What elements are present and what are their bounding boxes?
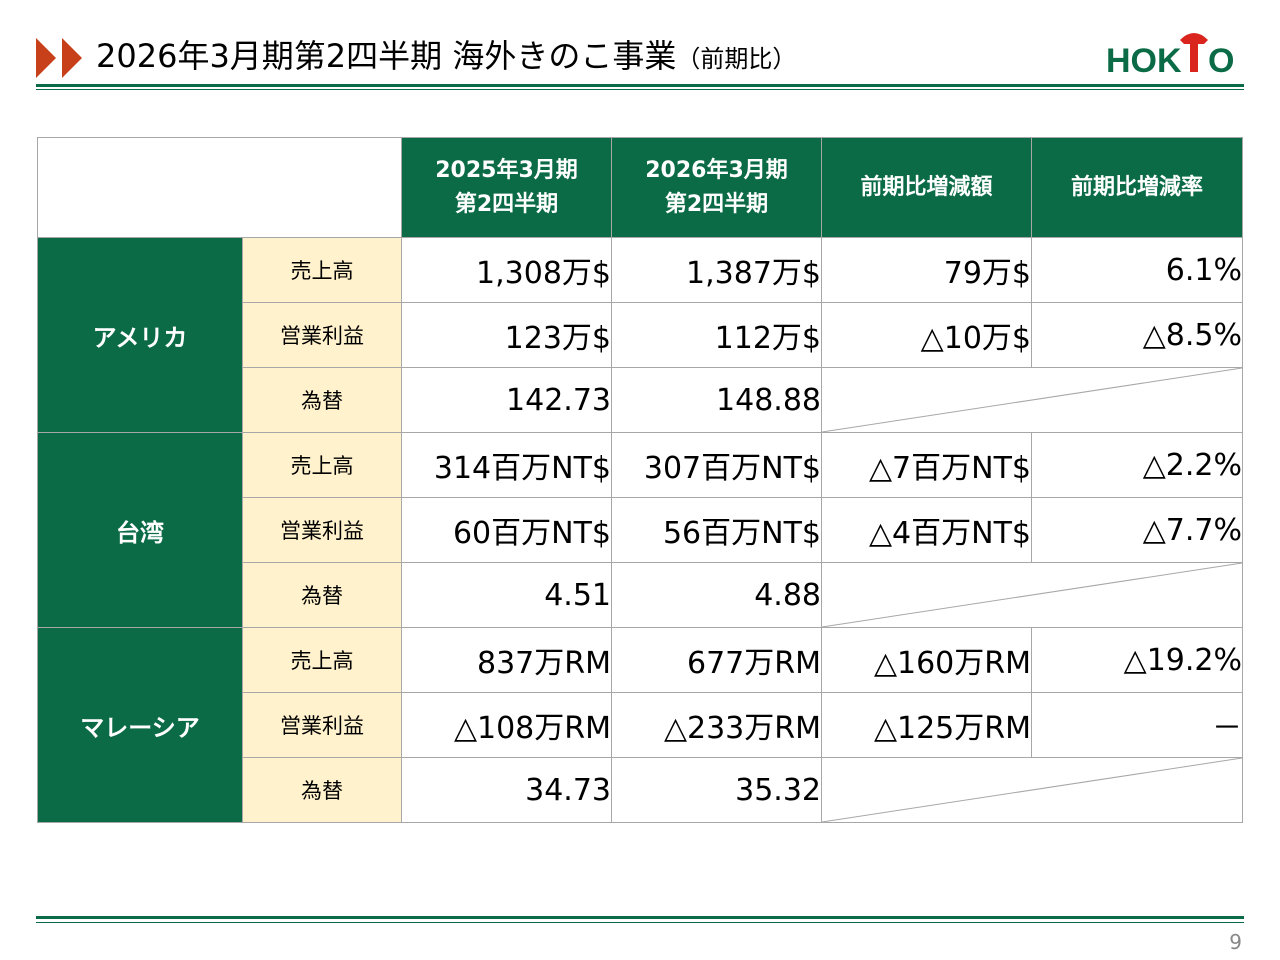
empty-diagonal-cell: [821, 757, 1243, 823]
value-curr: 4.88: [611, 562, 822, 628]
row-label: 売上高: [242, 237, 402, 303]
value-rate: －: [1031, 692, 1243, 758]
row-label: 為替: [242, 367, 402, 433]
table-row: 営業利益 △108万RM △233万RM △125万RM －: [38, 692, 1243, 758]
column-header-rate: 前期比増減率: [1031, 137, 1243, 238]
table-row: 為替 34.73 35.32: [38, 757, 1243, 823]
table-row: 為替 4.51 4.88: [38, 562, 1243, 628]
value-diff: △7百万NT$: [821, 432, 1032, 498]
table-row: アメリカ 売上高 1,308万$ 1,387万$ 79万$ 6.1%: [37, 237, 1243, 433]
table-row: マレーシア 売上高 837万RM 677万RM △160万RM △19.2%: [37, 627, 1243, 823]
row-label: 為替: [242, 562, 402, 628]
value-prev: 123万$: [401, 302, 612, 368]
value-curr: 112万$: [611, 302, 822, 368]
value-diff: △4百万NT$: [821, 497, 1032, 563]
value-prev: 34.73: [401, 757, 612, 823]
row-label: 為替: [242, 757, 402, 823]
svg-text:HOK: HOK: [1106, 42, 1182, 80]
page-title-main: 2026年3月期第2四半期 海外きのこ事業: [96, 37, 677, 75]
value-curr: 677万RM: [611, 627, 822, 693]
row-label: 営業利益: [242, 497, 402, 563]
value-prev: 60百万NT$: [401, 497, 612, 563]
column-header-curr: 2026年3月期 第2四半期: [611, 137, 822, 238]
value-prev: 142.73: [401, 367, 612, 433]
value-rate: △19.2%: [1031, 627, 1243, 693]
row-label: 営業利益: [242, 692, 402, 758]
value-diff: 79万$: [821, 237, 1032, 303]
row-label: 売上高: [242, 627, 402, 693]
footer-rule: [36, 916, 1244, 919]
region-label-taiwan: 台湾: [37, 432, 243, 628]
footer-rule-thin: [36, 922, 1244, 923]
table-row: 為替 142.73 148.88: [38, 367, 1243, 433]
overseas-results-table: 2025年3月期 第2四半期 2026年3月期 第2四半期 前期比増減額 前期比増減…: [37, 137, 1243, 823]
value-prev: 837万RM: [401, 627, 612, 693]
region-label-america: アメリカ: [37, 237, 243, 433]
value-diff: △160万RM: [821, 627, 1032, 693]
table-row: 営業利益 123万$ 112万$ △10万$ △8.5%: [38, 302, 1243, 368]
table-row: 台湾 売上高 314百万NT$ 307百万NT$ △7百万NT$ △2.2%: [37, 432, 1243, 628]
value-rate: △8.5%: [1031, 302, 1243, 368]
hokto-logo: HOK O: [1106, 33, 1234, 80]
value-curr: 148.88: [611, 367, 822, 433]
svg-text:O: O: [1208, 42, 1234, 80]
page-number: 9: [1229, 930, 1242, 954]
value-prev: 1,308万$: [401, 237, 612, 303]
value-rate: △2.2%: [1031, 432, 1243, 498]
table-header-row: 2025年3月期 第2四半期 2026年3月期 第2四半期 前期比増減額 前期比増減…: [37, 137, 1243, 238]
value-prev: △108万RM: [401, 692, 612, 758]
row-label: 売上高: [242, 432, 402, 498]
value-curr: △233万RM: [611, 692, 822, 758]
value-prev: 4.51: [401, 562, 612, 628]
value-prev: 314百万NT$: [401, 432, 612, 498]
empty-diagonal-cell: [821, 367, 1243, 433]
region-label-malaysia: マレーシア: [37, 627, 243, 823]
value-diff: △125万RM: [821, 692, 1032, 758]
empty-diagonal-cell: [821, 562, 1243, 628]
value-curr: 1,387万$: [611, 237, 822, 303]
value-curr: 307百万NT$: [611, 432, 822, 498]
value-curr: 35.32: [611, 757, 822, 823]
header-rule: [36, 84, 1244, 87]
page-title-suffix: （前期比）: [676, 45, 797, 73]
row-label: 営業利益: [242, 302, 402, 368]
table-corner-cell: [37, 137, 402, 238]
title-arrows-icon: [36, 38, 82, 78]
value-rate: 6.1%: [1031, 237, 1243, 303]
page-title: 2026年3月期第2四半期 海外きのこ事業（前期比）: [96, 34, 796, 81]
value-diff: △10万$: [821, 302, 1032, 368]
column-header-prev: 2025年3月期 第2四半期: [401, 137, 612, 238]
value-curr: 56百万NT$: [611, 497, 822, 563]
table-row: 営業利益 60百万NT$ 56百万NT$ △4百万NT$ △7.7%: [38, 497, 1243, 563]
column-header-diff: 前期比増減額: [821, 137, 1032, 238]
header-rule-thin: [36, 89, 1244, 90]
value-rate: △7.7%: [1031, 497, 1243, 563]
